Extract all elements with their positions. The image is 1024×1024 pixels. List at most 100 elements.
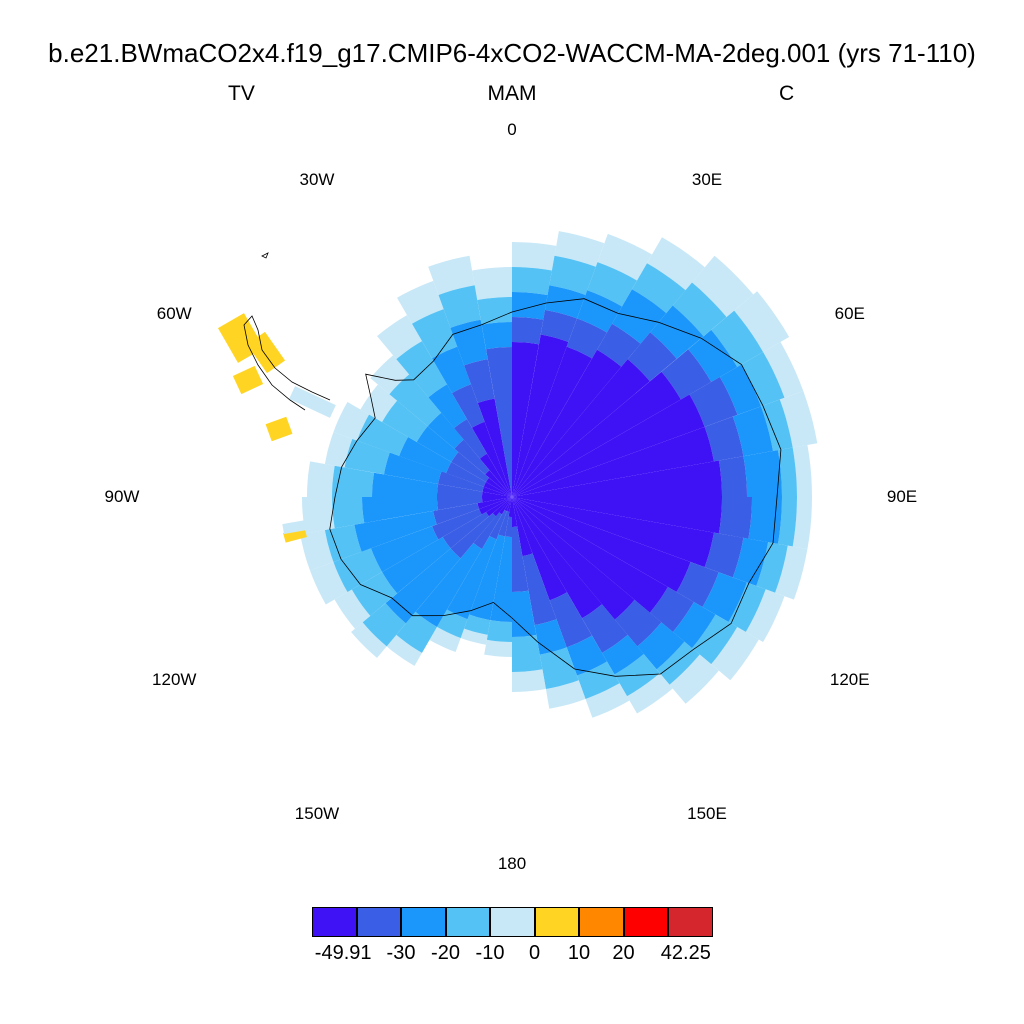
- field-cell-26: [650, 305, 704, 359]
- field-cell-124: [310, 562, 348, 605]
- field-cell-113: [499, 497, 512, 515]
- field-cell-59: [745, 589, 785, 642]
- field-cell-136: [362, 497, 439, 523]
- field-cell-103: [506, 497, 512, 512]
- field-cell-114: [351, 622, 387, 658]
- field-cell-80: [577, 661, 620, 699]
- field-cell-152: [446, 462, 486, 487]
- field-cell-20: [632, 263, 686, 314]
- field-cell-46: [743, 450, 782, 497]
- field-cell-73: [512, 497, 635, 620]
- field-cell-154: [360, 384, 398, 422]
- field-cell-153: [483, 482, 512, 497]
- field-cell-99: [460, 628, 488, 645]
- colorbar-box-0: [312, 907, 357, 937]
- field-cell-41: [732, 406, 773, 457]
- field-cell-142: [437, 484, 483, 497]
- field-cell-92: [512, 526, 529, 592]
- field-cell-134: [302, 497, 335, 534]
- field-cell-122: [442, 512, 489, 549]
- field-cell-112: [473, 512, 502, 549]
- colorbar-box-3: [445, 907, 490, 937]
- field-cell-81: [566, 635, 607, 676]
- field-cell-151: [399, 437, 452, 474]
- colorbar-label-6: 20: [612, 942, 635, 964]
- field-cell-54: [775, 545, 808, 600]
- field-cell-140: [332, 465, 375, 497]
- field-cell-23: [512, 349, 622, 497]
- field-cell-88: [512, 497, 533, 557]
- lon-label-2: 60E: [834, 303, 865, 323]
- field-cell-162: [454, 439, 490, 475]
- field-cell-64: [711, 627, 759, 681]
- lon-label-11: 30W: [299, 169, 335, 189]
- field-cell-62: [676, 562, 719, 607]
- field-cell-155: [382, 400, 428, 442]
- field-cell-31: [688, 329, 738, 382]
- field-cell-42: [704, 416, 744, 462]
- field-cell-8: [512, 342, 539, 497]
- lon-label-5: 150E: [687, 804, 727, 824]
- field-cell-106: [447, 536, 497, 620]
- field-cell-53: [512, 497, 722, 534]
- field-cell-38: [512, 394, 705, 497]
- field-cell-12: [540, 309, 577, 342]
- field-cell-128: [479, 497, 512, 515]
- field-cell-47: [718, 456, 747, 497]
- lon-label-9: 90W: [104, 487, 140, 506]
- field-cell-97: [505, 516, 512, 537]
- field-cell-115: [362, 603, 406, 647]
- field-cell-118: [492, 497, 512, 517]
- field-cell-90: [512, 634, 543, 672]
- field-cell-135: [332, 497, 365, 529]
- colorbar-box-5: [534, 907, 579, 937]
- field-cell-21: [612, 289, 667, 344]
- colorbar-label-0: -49.91: [314, 942, 372, 964]
- field-cell-123: [486, 497, 512, 517]
- field-cell-15: [587, 262, 637, 307]
- subtitle-season: MAM: [487, 82, 537, 105]
- island-outline: [261, 252, 269, 259]
- field-cell-22: [597, 323, 641, 367]
- field-cell-69: [669, 654, 719, 704]
- field-cell-149: [333, 402, 370, 441]
- field-cell-89: [512, 669, 546, 692]
- peninsula-patch-2: [246, 331, 286, 374]
- field-cell-107: [489, 510, 507, 540]
- field-cell-161: [427, 412, 464, 449]
- field-cell-5: [512, 267, 552, 296]
- field-cell-52: [718, 497, 752, 539]
- field-cell-170: [412, 309, 458, 359]
- lon-label-0: 0: [507, 120, 517, 140]
- field-cell-125: [333, 548, 383, 592]
- field-cell-36: [719, 364, 761, 415]
- field-cell-158: [486, 477, 512, 497]
- field-cell-7: [512, 317, 544, 345]
- field-cell-131: [354, 510, 437, 552]
- field-cell-49: [792, 497, 812, 550]
- field-cell-171: [432, 346, 471, 394]
- field-cell-157: [451, 452, 489, 482]
- field-cell-146: [384, 452, 442, 484]
- field-cell-101: [469, 534, 506, 621]
- colorbar-box-4: [490, 907, 535, 937]
- field-cell-159: [370, 355, 410, 395]
- field-cell-167: [454, 419, 487, 459]
- colorbar-box-7: [623, 907, 668, 937]
- field-cell-98: [508, 497, 512, 517]
- field-cell-165: [396, 341, 447, 398]
- field-cell-100: [464, 614, 491, 635]
- field-cell-116: [385, 548, 461, 624]
- field-cell-173: [472, 421, 512, 497]
- field-cell-68: [512, 497, 668, 613]
- field-cell-166: [428, 384, 467, 429]
- colorbar-box-6: [579, 907, 624, 937]
- field-cell-95: [486, 620, 512, 642]
- field-cell-117: [450, 513, 496, 559]
- field-cell-19: [647, 237, 705, 291]
- field-cell-2: [481, 322, 512, 350]
- field-cell-91: [512, 590, 537, 637]
- field-cell-85: [539, 647, 579, 689]
- field-cell-30: [711, 310, 764, 367]
- field-cell-50: [777, 497, 797, 547]
